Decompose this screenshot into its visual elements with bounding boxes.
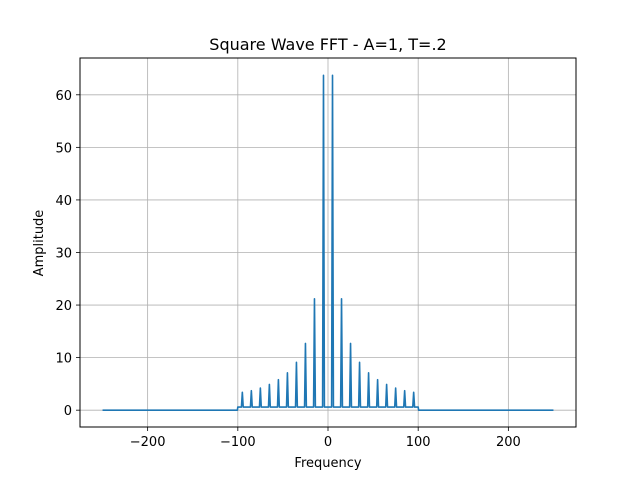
- x-tick-label: 200: [496, 435, 521, 450]
- spectrum-line: [102, 74, 554, 411]
- y-tick-label: 30: [55, 246, 72, 261]
- y-tick-label: 20: [55, 299, 72, 314]
- y-tick-label: 50: [55, 141, 72, 156]
- x-tick-label: −100: [220, 435, 256, 450]
- y-tick-label: 60: [55, 89, 72, 104]
- x-axis-ticks: −200 −100 0 100 200: [130, 427, 521, 450]
- x-tick-label: −200: [130, 435, 166, 450]
- y-axis-ticks: 0 10 20 30 40 50 60: [55, 89, 80, 419]
- y-tick-label: 10: [55, 352, 72, 367]
- x-tick-label: 100: [406, 435, 431, 450]
- y-tick-label: 40: [55, 194, 72, 209]
- y-axis-label: Amplitude: [32, 210, 47, 277]
- x-tick-label: 0: [324, 435, 332, 450]
- y-tick-label: 0: [64, 404, 72, 419]
- x-axis-label: Frequency: [294, 456, 361, 471]
- chart-title: Square Wave FFT - A=1, T=.2: [209, 35, 446, 54]
- plot-area: [102, 74, 554, 411]
